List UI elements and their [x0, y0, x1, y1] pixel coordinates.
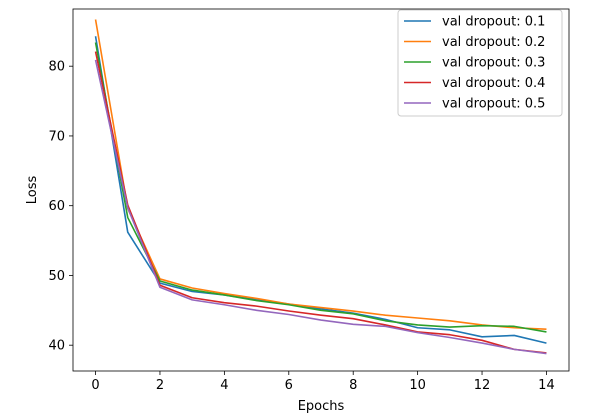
- plot-frame: [72, 8, 570, 372]
- x-tick-label: 2: [156, 378, 164, 393]
- legend-entry-label: val dropout: 0.1: [442, 15, 545, 30]
- plot-lines: [94, 19, 547, 355]
- y-tick-label: 80: [48, 60, 65, 75]
- x-tick-label: 10: [409, 378, 426, 393]
- y-tick-label: 40: [48, 339, 65, 354]
- x-tick-label: 0: [91, 378, 99, 393]
- y-tick-label: 50: [48, 269, 65, 284]
- x-tick-label: 12: [474, 378, 491, 393]
- legend-entry-label: val dropout: 0.4: [442, 76, 545, 91]
- series-line-1: [94, 36, 547, 344]
- legend-box: [397, 9, 563, 117]
- y-axis-ticks: 40 50 60 70 80: [48, 60, 73, 354]
- legend-entry-label: val dropout: 0.3: [442, 56, 545, 71]
- legend-entry-label: val dropout: 0.5: [442, 97, 545, 112]
- legend: val dropout: 0.1 val dropout: 0.2 val drop…: [397, 9, 563, 117]
- y-axis-label: Loss: [25, 176, 40, 205]
- y-tick-label: 60: [48, 199, 65, 214]
- legend-entry-label: val dropout: 0.2: [442, 35, 545, 50]
- x-tick-label: 4: [220, 378, 228, 393]
- series-line-4: [94, 51, 547, 354]
- x-axis-ticks: 0 2 4 6 8 10 12 14: [91, 371, 555, 393]
- series-line-3: [94, 42, 547, 333]
- series-line-2: [94, 19, 547, 330]
- x-tick-label: 6: [285, 378, 293, 393]
- series-line-5: [94, 59, 547, 355]
- x-axis-label: Epochs: [298, 399, 345, 413]
- y-tick-label: 70: [48, 129, 65, 144]
- x-tick-label: 14: [538, 378, 555, 393]
- x-tick-label: 8: [349, 378, 357, 393]
